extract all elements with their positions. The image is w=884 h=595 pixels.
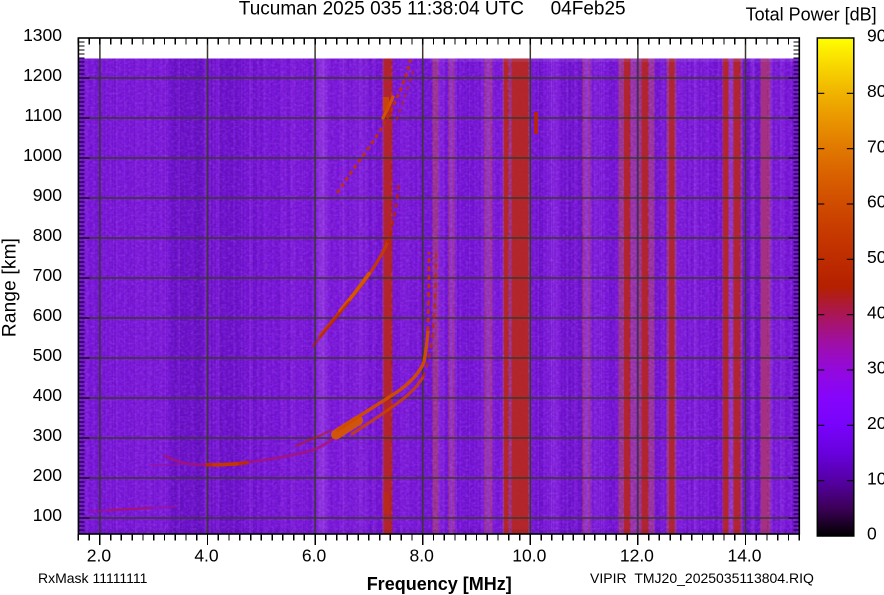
svg-text:8.0: 8.0 xyxy=(410,546,435,566)
svg-text:6.0: 6.0 xyxy=(302,546,327,566)
svg-text:Range [km]: Range [km] xyxy=(0,238,21,337)
svg-text:1100: 1100 xyxy=(24,105,62,125)
svg-text:0: 0 xyxy=(867,524,877,544)
svg-text:70: 70 xyxy=(867,136,884,156)
svg-text:10.0: 10.0 xyxy=(512,546,546,566)
svg-text:VIPIR TMJ20_2025035113804.RIQ: VIPIR TMJ20_2025035113804.RIQ xyxy=(590,570,814,586)
svg-text:400: 400 xyxy=(33,385,62,405)
svg-text:50: 50 xyxy=(867,247,884,267)
svg-text:60: 60 xyxy=(867,192,884,212)
svg-text:80: 80 xyxy=(867,81,884,101)
svg-text:1000: 1000 xyxy=(23,145,62,165)
svg-text:40: 40 xyxy=(867,302,884,322)
svg-text:Frequency [MHz]: Frequency [MHz] xyxy=(367,574,512,594)
svg-text:700: 700 xyxy=(33,265,62,285)
svg-text:800: 800 xyxy=(33,225,62,245)
svg-text:200: 200 xyxy=(33,465,62,485)
svg-text:04Feb25: 04Feb25 xyxy=(551,0,626,20)
svg-text:1200: 1200 xyxy=(23,65,62,85)
svg-text:500: 500 xyxy=(33,345,62,365)
svg-text:30: 30 xyxy=(867,358,884,378)
svg-text:2.0: 2.0 xyxy=(87,546,112,566)
svg-text:10: 10 xyxy=(867,468,884,488)
svg-text:100: 100 xyxy=(33,505,62,525)
svg-text:300: 300 xyxy=(33,425,62,445)
svg-text:RxMask 11111111: RxMask 11111111 xyxy=(38,570,148,586)
svg-text:Tucuman 2025 035 11:38:04 UTC: Tucuman 2025 035 11:38:04 UTC xyxy=(239,0,524,20)
svg-text:Total Power [dB]: Total Power [dB] xyxy=(746,5,877,25)
svg-text:14.0: 14.0 xyxy=(727,546,761,566)
svg-text:20: 20 xyxy=(867,413,884,433)
svg-text:600: 600 xyxy=(33,305,62,325)
svg-text:4.0: 4.0 xyxy=(194,546,219,566)
svg-text:12.0: 12.0 xyxy=(620,546,654,566)
svg-text:900: 900 xyxy=(33,185,62,205)
svg-text:90: 90 xyxy=(867,26,884,46)
svg-text:1300: 1300 xyxy=(23,25,62,45)
